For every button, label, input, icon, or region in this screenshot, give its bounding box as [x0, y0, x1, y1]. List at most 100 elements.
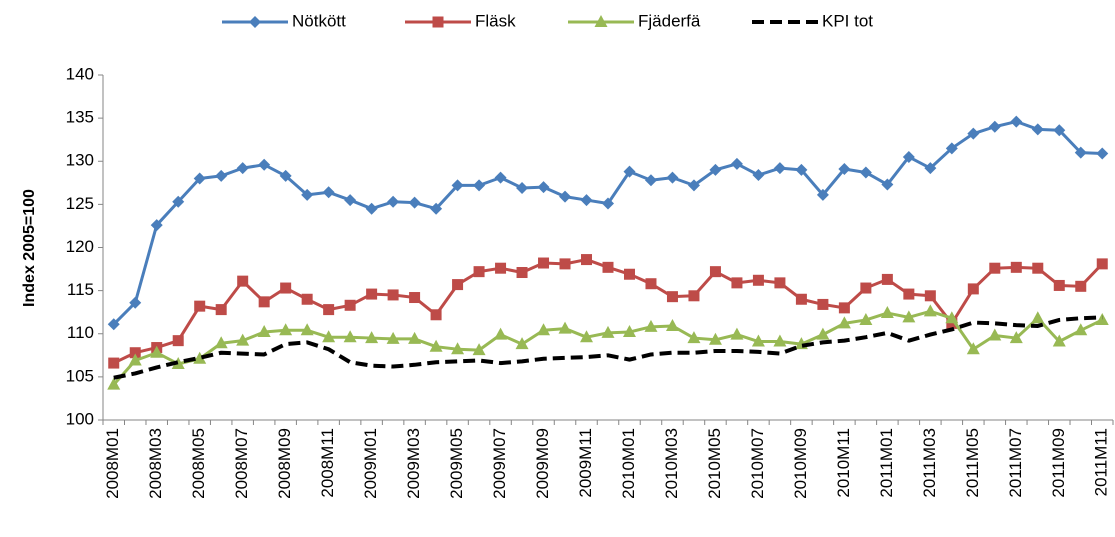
legend-label: Nötkött [292, 11, 346, 30]
marker [602, 261, 614, 273]
marker [516, 181, 529, 194]
marker [193, 172, 206, 185]
x-tick-label: 2008M11 [318, 428, 337, 498]
marker [924, 290, 936, 302]
marker [665, 318, 679, 331]
marker [988, 328, 1002, 341]
marker [322, 186, 335, 199]
marker [387, 195, 400, 208]
marker [795, 293, 807, 305]
marker [881, 178, 894, 191]
y-tick-label: 115 [67, 280, 94, 299]
marker [172, 335, 184, 347]
marker [903, 288, 915, 300]
y-tick-label: 120 [66, 237, 94, 256]
marker [408, 196, 421, 209]
x-tick-label: 2011M09 [1049, 428, 1068, 498]
x-tick-label: 2008M03 [146, 428, 165, 499]
marker [902, 150, 915, 163]
marker [1053, 279, 1065, 291]
marker [622, 325, 636, 338]
marker [430, 202, 443, 215]
marker [731, 277, 743, 289]
marker [709, 266, 721, 278]
marker [688, 290, 700, 302]
marker [967, 127, 980, 140]
x-tick-label: 2008M09 [275, 428, 294, 499]
marker [344, 194, 357, 207]
marker [924, 162, 937, 175]
legend-label: Fjäderfä [638, 11, 701, 30]
x-tick-label: 2010M07 [748, 428, 767, 499]
series-line [113, 315, 1103, 380]
marker [1031, 123, 1044, 136]
marker [343, 330, 357, 343]
x-tick-label: 2008M01 [103, 428, 122, 499]
y-tick-label: 100 [66, 409, 94, 428]
x-tick-label: 2011M05 [963, 428, 982, 498]
marker [280, 282, 292, 294]
marker [322, 330, 336, 343]
y-tick-label: 110 [67, 323, 94, 342]
marker [1096, 258, 1108, 270]
marker [515, 337, 529, 350]
marker [258, 296, 270, 308]
marker [129, 296, 142, 309]
x-tick-label: 2009M01 [361, 428, 380, 499]
marker [257, 325, 271, 338]
marker [249, 16, 261, 28]
y-tick-label: 130 [66, 151, 94, 170]
marker [644, 319, 658, 332]
marker [708, 332, 722, 345]
x-tick-label: 2008M05 [189, 428, 208, 499]
marker [687, 331, 701, 344]
marker [279, 169, 292, 182]
x-tick-label: 2011M11 [1092, 428, 1111, 496]
marker [602, 197, 614, 210]
marker [967, 283, 979, 295]
marker [902, 310, 916, 323]
marker [795, 163, 808, 176]
x-tick-label: 2009M07 [490, 428, 509, 499]
marker [1074, 323, 1088, 336]
marker [537, 181, 550, 194]
marker [623, 268, 635, 280]
marker [1096, 147, 1109, 160]
y-tick-label: 140 [66, 64, 94, 83]
x-tick-label: 2009M03 [404, 428, 423, 499]
marker [323, 304, 335, 316]
x-tick-label: 2010M01 [619, 428, 638, 499]
marker [580, 330, 594, 343]
marker [214, 336, 228, 349]
marker [430, 309, 442, 321]
marker [472, 343, 486, 356]
marker [601, 325, 615, 338]
marker [494, 171, 507, 184]
marker [538, 257, 550, 269]
marker [258, 158, 271, 171]
marker [774, 277, 786, 289]
marker [881, 273, 893, 285]
marker [580, 194, 593, 207]
marker [451, 342, 465, 355]
marker [194, 300, 206, 312]
marker [215, 169, 228, 182]
marker [452, 279, 464, 291]
x-tick-label: 2010M05 [705, 428, 724, 499]
marker [107, 377, 121, 390]
marker [594, 15, 608, 27]
x-tick-label: 2010M11 [834, 428, 853, 498]
marker [709, 163, 722, 176]
marker [837, 316, 851, 329]
marker [150, 345, 164, 358]
marker [451, 179, 464, 192]
marker [1010, 115, 1023, 128]
marker [989, 262, 1001, 274]
marker [817, 298, 829, 310]
marker [473, 266, 485, 278]
marker [279, 323, 293, 336]
marker [666, 291, 678, 303]
marker [495, 262, 507, 274]
marker [432, 16, 444, 28]
marker [128, 353, 142, 366]
